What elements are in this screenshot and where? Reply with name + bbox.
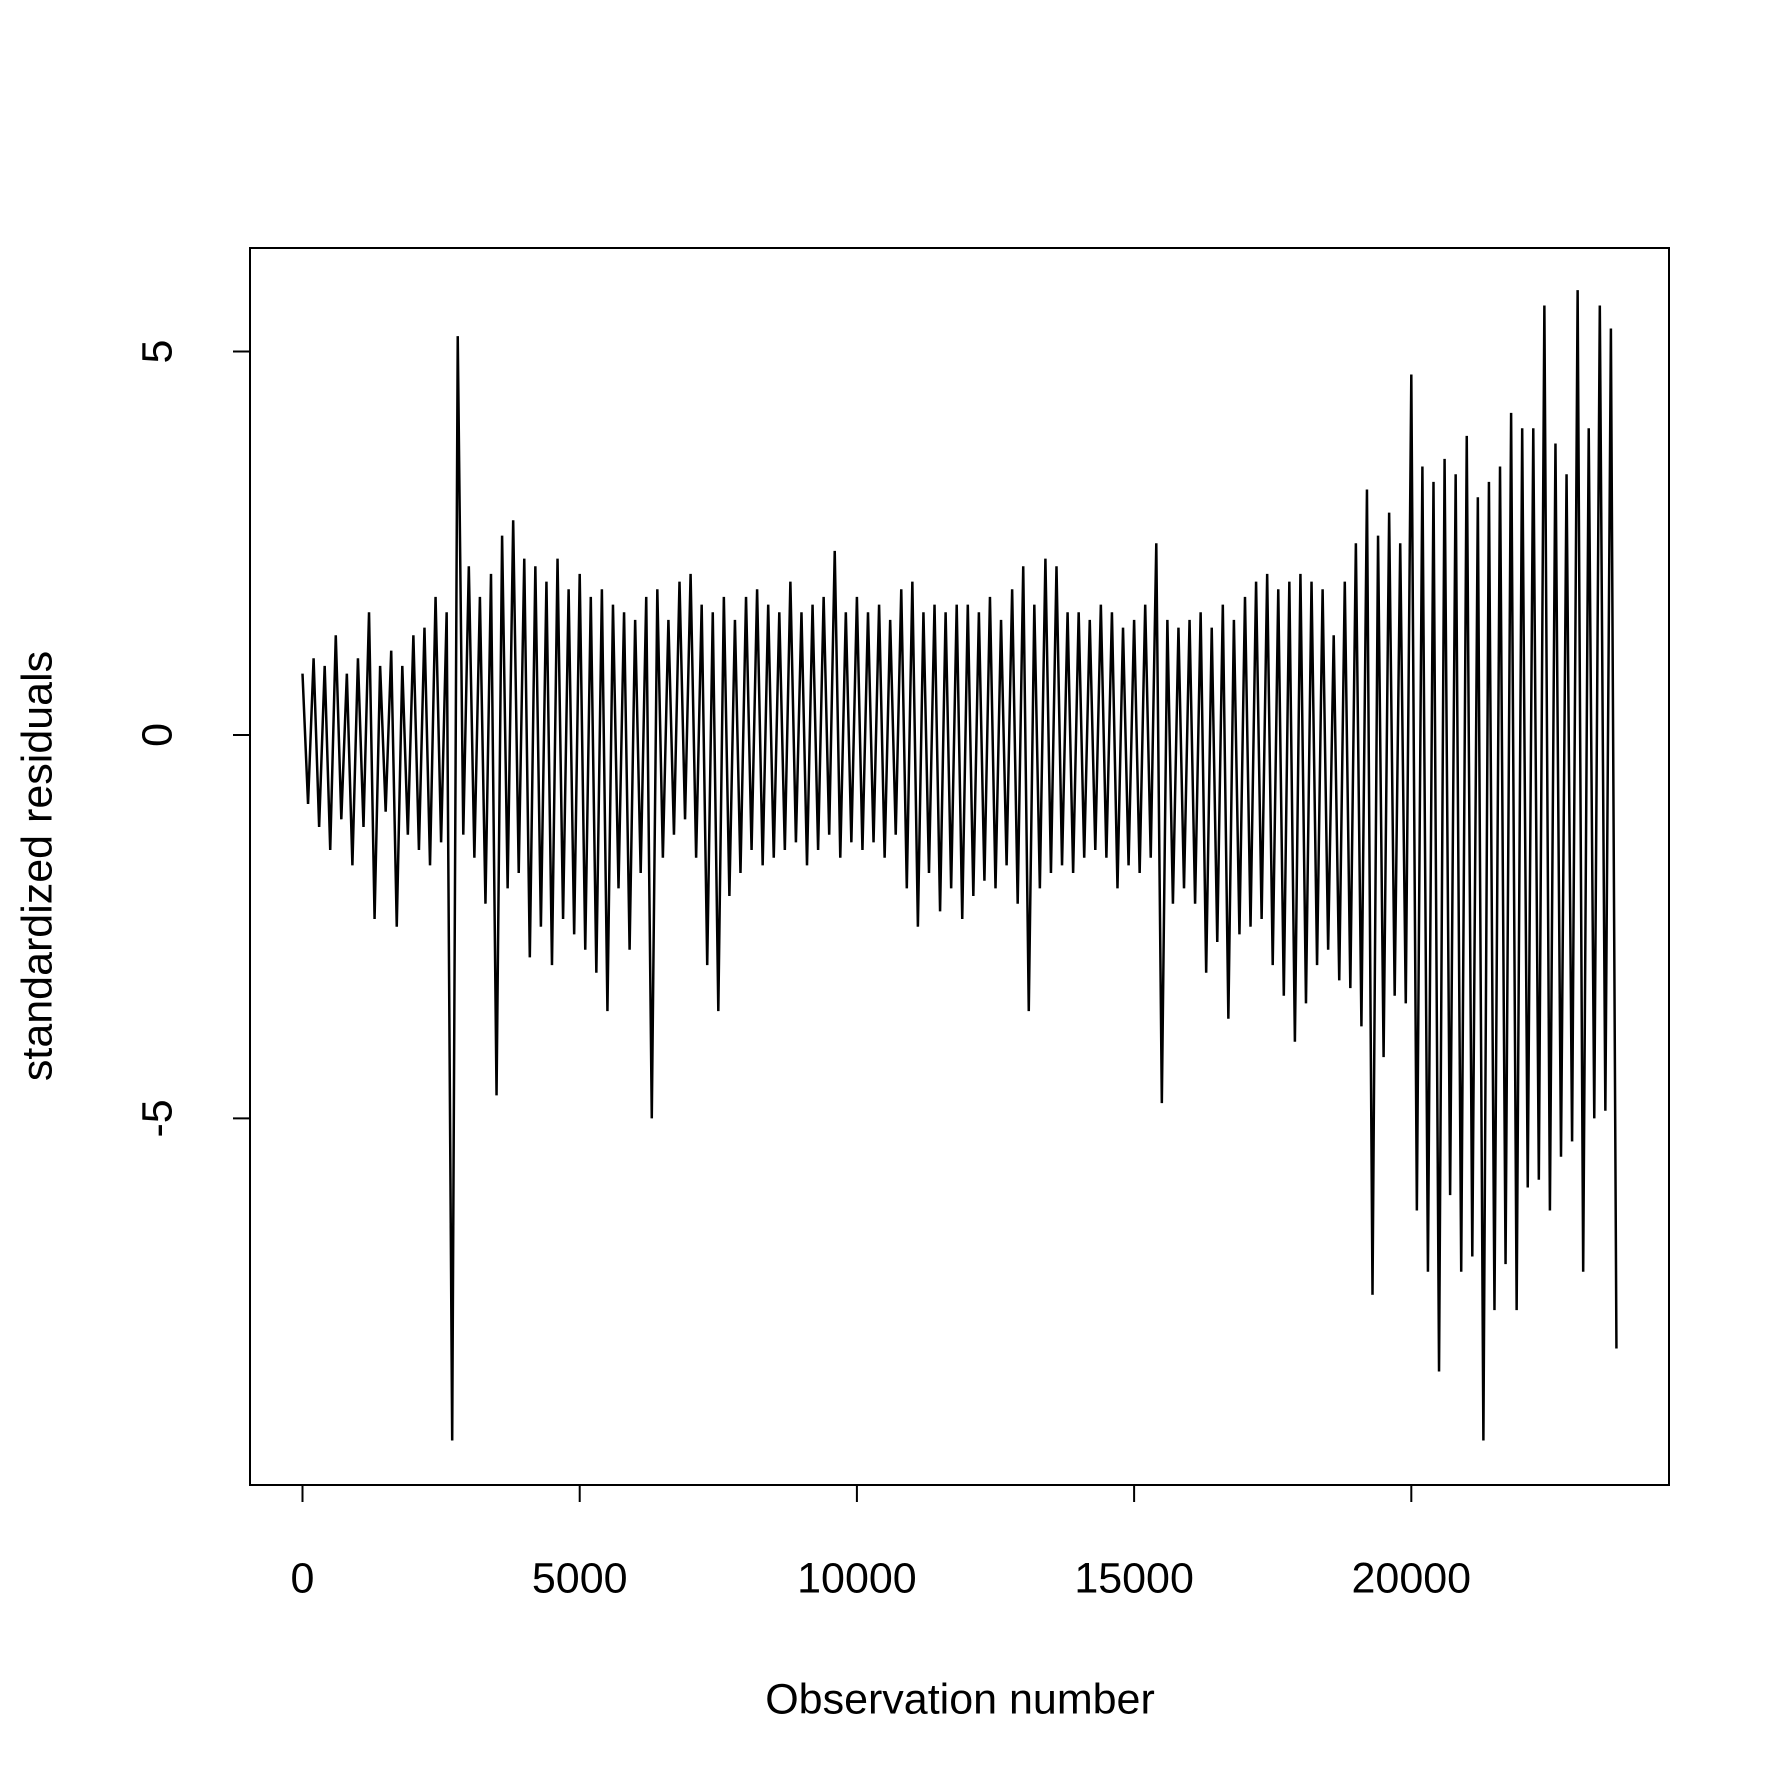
- x-tick-label: 5000: [532, 1554, 628, 1602]
- series-line: [301, 290, 1618, 1441]
- x-tick-label: 0: [291, 1554, 315, 1602]
- y-axis-label: standardized residuals: [13, 651, 61, 1081]
- y-tick-label: 5: [133, 340, 181, 364]
- y-tick-label: 0: [133, 723, 181, 747]
- x-tick-label: 20000: [1352, 1554, 1472, 1602]
- plot-box: [249, 247, 1670, 1486]
- x-tick-label: 10000: [797, 1554, 917, 1602]
- x-axis-label: Observation number: [765, 1675, 1155, 1723]
- y-tick-label: -5: [133, 1099, 181, 1137]
- x-tick-label: 15000: [1074, 1554, 1194, 1602]
